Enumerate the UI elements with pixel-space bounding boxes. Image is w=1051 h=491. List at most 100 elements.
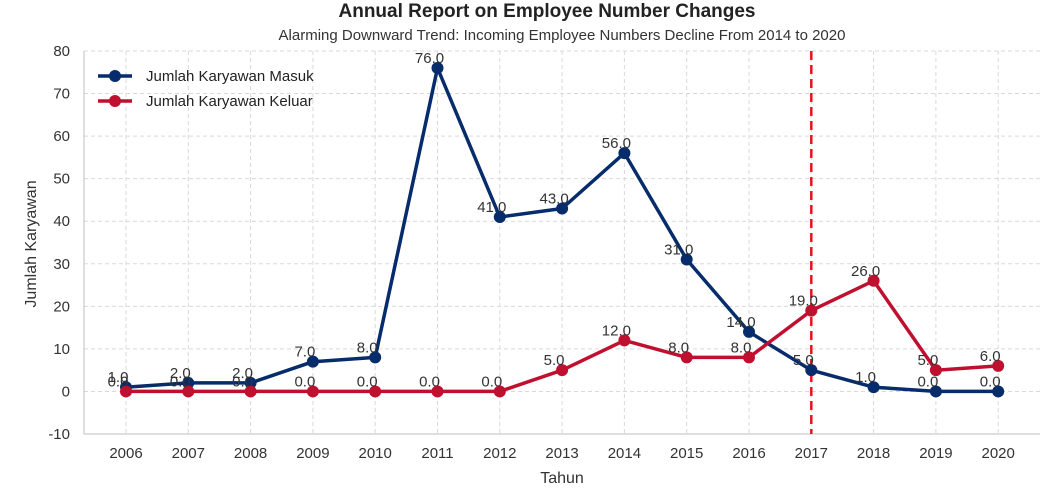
data-point — [867, 274, 880, 287]
data-label: 19.0 — [789, 293, 818, 310]
data-point — [306, 355, 319, 368]
data-point — [618, 147, 631, 160]
data-point — [556, 202, 569, 215]
y-tick-label: 0 — [62, 383, 70, 400]
legend-entry: Jumlah Karyawan Masuk — [146, 68, 314, 85]
legend-marker — [109, 70, 121, 82]
data-point — [182, 385, 195, 398]
y-tick-label: 10 — [53, 341, 70, 358]
data-point — [743, 351, 755, 364]
data-point — [369, 351, 382, 364]
data-label: 0.0 — [170, 373, 191, 390]
data-point — [369, 385, 382, 398]
data-point — [992, 359, 1005, 372]
series-group — [120, 62, 1005, 398]
x-tick-label: 2007 — [172, 445, 205, 462]
data-point — [618, 334, 631, 347]
data-point — [743, 325, 755, 338]
data-point — [805, 364, 818, 377]
y-tick-label: 30 — [53, 256, 70, 273]
x-tick-label: 2010 — [359, 445, 392, 462]
data-label: 43.0 — [539, 190, 568, 207]
x-tick-label: 2015 — [670, 445, 703, 462]
chart-title: Annual Report on Employee Number Changes — [339, 1, 756, 22]
data-label: 5.0 — [793, 352, 814, 369]
y-tick-label: 70 — [53, 86, 70, 103]
data-label: 0.0 — [108, 373, 129, 390]
data-point — [244, 376, 257, 389]
data-point — [929, 364, 942, 377]
data-point — [493, 385, 506, 398]
data-label: 8.0 — [668, 339, 689, 356]
y-tick-label: 50 — [53, 171, 70, 188]
data-label: 8.0 — [357, 339, 378, 356]
data-point — [431, 62, 444, 75]
data-label: 0.0 — [917, 373, 938, 390]
data-label: 0.0 — [357, 373, 378, 390]
legend-entry: Jumlah Karyawan Keluar — [146, 93, 313, 110]
x-tick-label: 2011 — [421, 445, 453, 462]
data-label: 0.0 — [481, 373, 502, 390]
data-label: 0.0 — [419, 373, 440, 390]
y-tick-label: -10 — [48, 426, 70, 443]
x-tick-label: 2019 — [919, 445, 952, 462]
data-label: 8.0 — [731, 339, 752, 356]
data-label: 1.0 — [108, 369, 129, 386]
x-axis-label: Tahun — [540, 470, 584, 487]
x-tick-label: 2012 — [483, 445, 516, 462]
y-tick-label: 80 — [53, 43, 70, 60]
data-label: 6.0 — [980, 348, 1001, 365]
data-point — [680, 351, 693, 364]
data-label: 2.0 — [170, 365, 191, 382]
data-point — [120, 385, 132, 398]
gridlines — [84, 50, 1040, 435]
data-label: 56.0 — [602, 135, 631, 152]
data-label: 41.0 — [477, 199, 506, 216]
data-label: 0.0 — [294, 373, 315, 390]
data-label: 1.0 — [855, 369, 876, 386]
data-point — [431, 385, 444, 398]
data-point — [182, 376, 195, 389]
data-point — [306, 385, 319, 398]
x-tick-label: 2006 — [109, 445, 142, 462]
x-tick-label: 2009 — [296, 445, 329, 462]
data-label: 0.0 — [232, 373, 253, 390]
data-point — [867, 381, 880, 394]
data-point — [244, 385, 257, 398]
data-point — [493, 210, 506, 223]
data-label: 14.0 — [726, 314, 755, 331]
x-tick-label: 2016 — [732, 445, 765, 462]
data-label: 26.0 — [851, 263, 880, 280]
data-label: 5.0 — [544, 352, 565, 369]
x-axis-ticks: 2006 2007 2008 2009 2010 2011 2012 2013 2014 2015… — [109, 445, 1015, 462]
legend-marker — [109, 95, 121, 107]
data-label: 7.0 — [294, 344, 315, 361]
x-tick-label: 2013 — [545, 445, 578, 462]
y-axis-ticks: -10 0 10 20 30 40 50 60 70 80 — [48, 43, 70, 443]
data-label: 12.0 — [602, 322, 631, 339]
y-tick-label: 40 — [53, 213, 70, 230]
data-point — [556, 364, 569, 377]
x-tick-label: 2020 — [982, 445, 1015, 462]
y-axis-label: Jumlah Karyawan — [23, 180, 40, 307]
data-label: 5.0 — [917, 352, 938, 369]
data-labels-group: 1.0 2.0 2.0 7.0 8.0 76.0 41.0 43.0 56.0 31.0 14.0 5… — [108, 50, 1001, 390]
x-tick-label: 2014 — [608, 445, 641, 462]
data-point — [805, 304, 818, 317]
data-label: 2.0 — [232, 365, 253, 382]
x-tick-label: 2018 — [857, 445, 890, 462]
x-tick-label: 2017 — [795, 445, 828, 462]
y-tick-label: 20 — [53, 298, 70, 315]
x-tick-label: 2008 — [234, 445, 267, 462]
data-point — [992, 385, 1005, 398]
data-label: 31.0 — [664, 242, 693, 259]
data-point — [680, 253, 693, 266]
y-tick-label: 60 — [53, 128, 70, 145]
data-label: 0.0 — [980, 373, 1001, 390]
chart-subtitle: Alarming Downward Trend: Incoming Employ… — [279, 27, 846, 44]
axes — [83, 51, 1040, 435]
data-label: 76.0 — [415, 50, 444, 67]
legend: Jumlah Karyawan Masuk Jumlah Karyawan Kel… — [98, 68, 314, 110]
data-point — [929, 385, 942, 398]
